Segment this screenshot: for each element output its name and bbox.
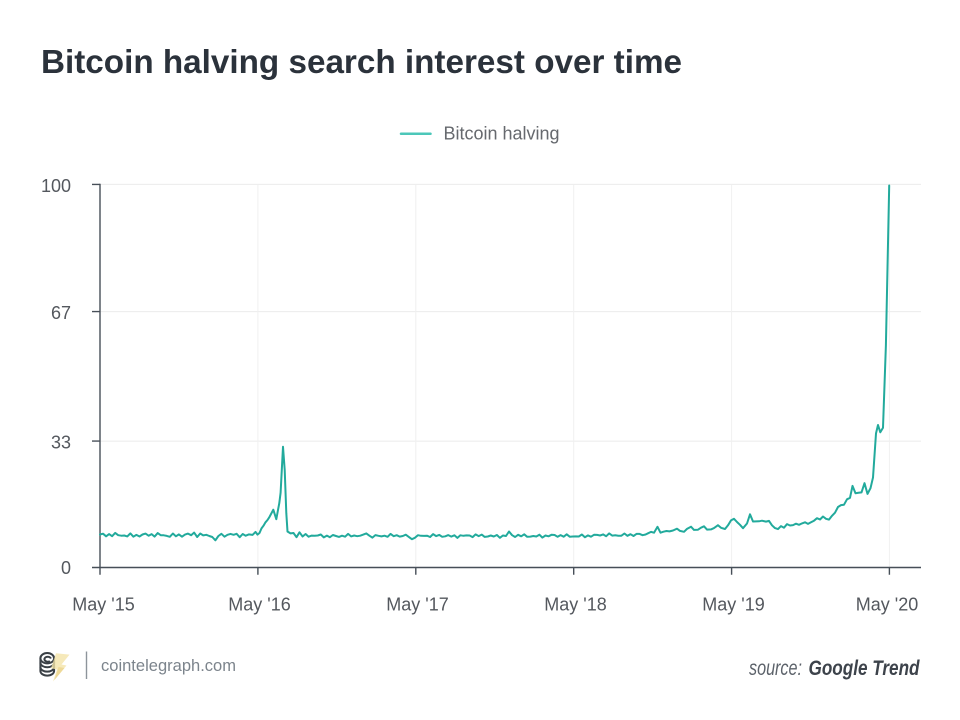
svg-text:May '17: May '17 [386,595,448,615]
svg-text:May '20: May '20 [856,595,918,615]
svg-text:Bitcoin halving search interes: Bitcoin halving search interest over tim… [41,43,682,80]
svg-text:100: 100 [41,176,71,196]
svg-text:Bitcoin halving: Bitcoin halving [444,123,560,144]
svg-text:Google Trend: Google Trend [809,657,921,680]
svg-text:source:: source: [749,657,802,680]
svg-text:May '19: May '19 [702,595,764,615]
svg-text:67: 67 [51,303,71,323]
svg-text:May '16: May '16 [228,595,290,615]
svg-text:May '18: May '18 [544,595,606,615]
svg-text:33: 33 [51,433,71,453]
svg-text:May '15: May '15 [72,595,134,615]
svg-text:cointelegraph.com: cointelegraph.com [101,656,236,675]
svg-text:0: 0 [61,558,71,578]
